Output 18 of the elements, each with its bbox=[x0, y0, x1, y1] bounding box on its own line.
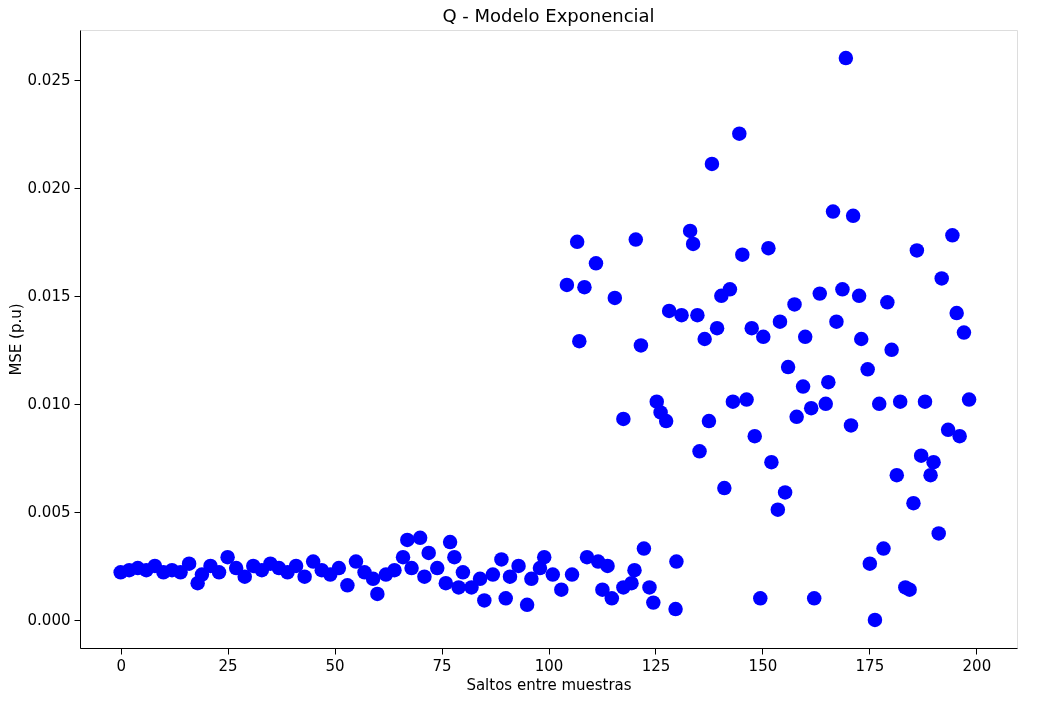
y-tick-label: 0.005 bbox=[27, 503, 71, 522]
x-tick-label: 200 bbox=[962, 656, 992, 675]
x-tick-label: 0 bbox=[116, 656, 126, 675]
y-tick-label: 0.025 bbox=[27, 71, 71, 90]
x-tick-label: 175 bbox=[855, 656, 885, 675]
x-tick-label: 100 bbox=[534, 656, 564, 675]
y-tick-label: 0.020 bbox=[27, 179, 71, 198]
x-tick-label: 125 bbox=[641, 656, 671, 675]
x-tick-label: 50 bbox=[325, 656, 345, 675]
y-axis-title: MSE (p.u) bbox=[6, 303, 25, 376]
chart-title: Q - Modelo Exponencial bbox=[442, 5, 655, 26]
x-axis-title: Saltos entre muestras bbox=[466, 675, 632, 694]
x-tick-label: 75 bbox=[432, 656, 452, 675]
x-tick-label: 25 bbox=[218, 656, 238, 675]
y-tick-label: 0.010 bbox=[27, 395, 71, 414]
y-tick-label: 0.000 bbox=[27, 611, 71, 630]
y-tick-label: 0.015 bbox=[27, 287, 71, 306]
x-tick-label: 150 bbox=[748, 656, 778, 675]
